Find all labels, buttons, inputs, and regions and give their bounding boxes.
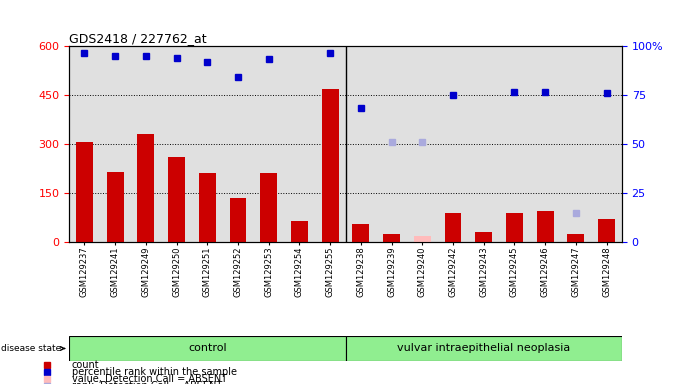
Text: count: count bbox=[72, 360, 100, 370]
Bar bbox=[499, 46, 530, 242]
Text: percentile rank within the sample: percentile rank within the sample bbox=[72, 367, 237, 377]
Text: value, Detection Call = ABSENT: value, Detection Call = ABSENT bbox=[72, 374, 227, 384]
Text: control: control bbox=[188, 343, 227, 354]
Text: disease state: disease state bbox=[1, 344, 65, 353]
Bar bbox=[161, 46, 192, 242]
Bar bbox=[291, 221, 308, 242]
Bar bbox=[346, 336, 622, 361]
Bar bbox=[76, 142, 93, 242]
Bar bbox=[414, 236, 430, 242]
Bar bbox=[383, 234, 400, 242]
Bar bbox=[284, 46, 315, 242]
Bar bbox=[223, 46, 254, 242]
Bar bbox=[69, 46, 100, 242]
Bar bbox=[199, 174, 216, 242]
Text: rank, Detection Call = ABSENT: rank, Detection Call = ABSENT bbox=[72, 381, 222, 384]
Bar bbox=[100, 46, 131, 242]
Bar bbox=[138, 134, 154, 242]
Bar bbox=[591, 46, 622, 242]
Bar bbox=[444, 213, 462, 242]
Bar bbox=[322, 89, 339, 242]
Bar bbox=[192, 46, 223, 242]
Text: GDS2418 / 227762_at: GDS2418 / 227762_at bbox=[69, 32, 207, 45]
Bar bbox=[506, 213, 523, 242]
Bar bbox=[69, 336, 346, 361]
Bar bbox=[168, 157, 185, 242]
Bar bbox=[537, 211, 553, 242]
Bar bbox=[261, 174, 277, 242]
Bar bbox=[560, 46, 591, 242]
Bar bbox=[315, 46, 346, 242]
Text: vulvar intraepithelial neoplasia: vulvar intraepithelial neoplasia bbox=[397, 343, 570, 354]
Bar bbox=[567, 234, 585, 242]
Bar bbox=[376, 46, 407, 242]
Bar bbox=[346, 46, 376, 242]
Bar bbox=[530, 46, 560, 242]
Bar bbox=[254, 46, 284, 242]
Bar bbox=[468, 46, 499, 242]
Bar bbox=[106, 172, 124, 242]
Bar bbox=[229, 198, 247, 242]
Bar bbox=[598, 219, 615, 242]
Bar bbox=[131, 46, 161, 242]
Bar bbox=[475, 232, 492, 242]
Bar bbox=[437, 46, 468, 242]
Bar bbox=[352, 224, 369, 242]
Bar bbox=[407, 46, 437, 242]
